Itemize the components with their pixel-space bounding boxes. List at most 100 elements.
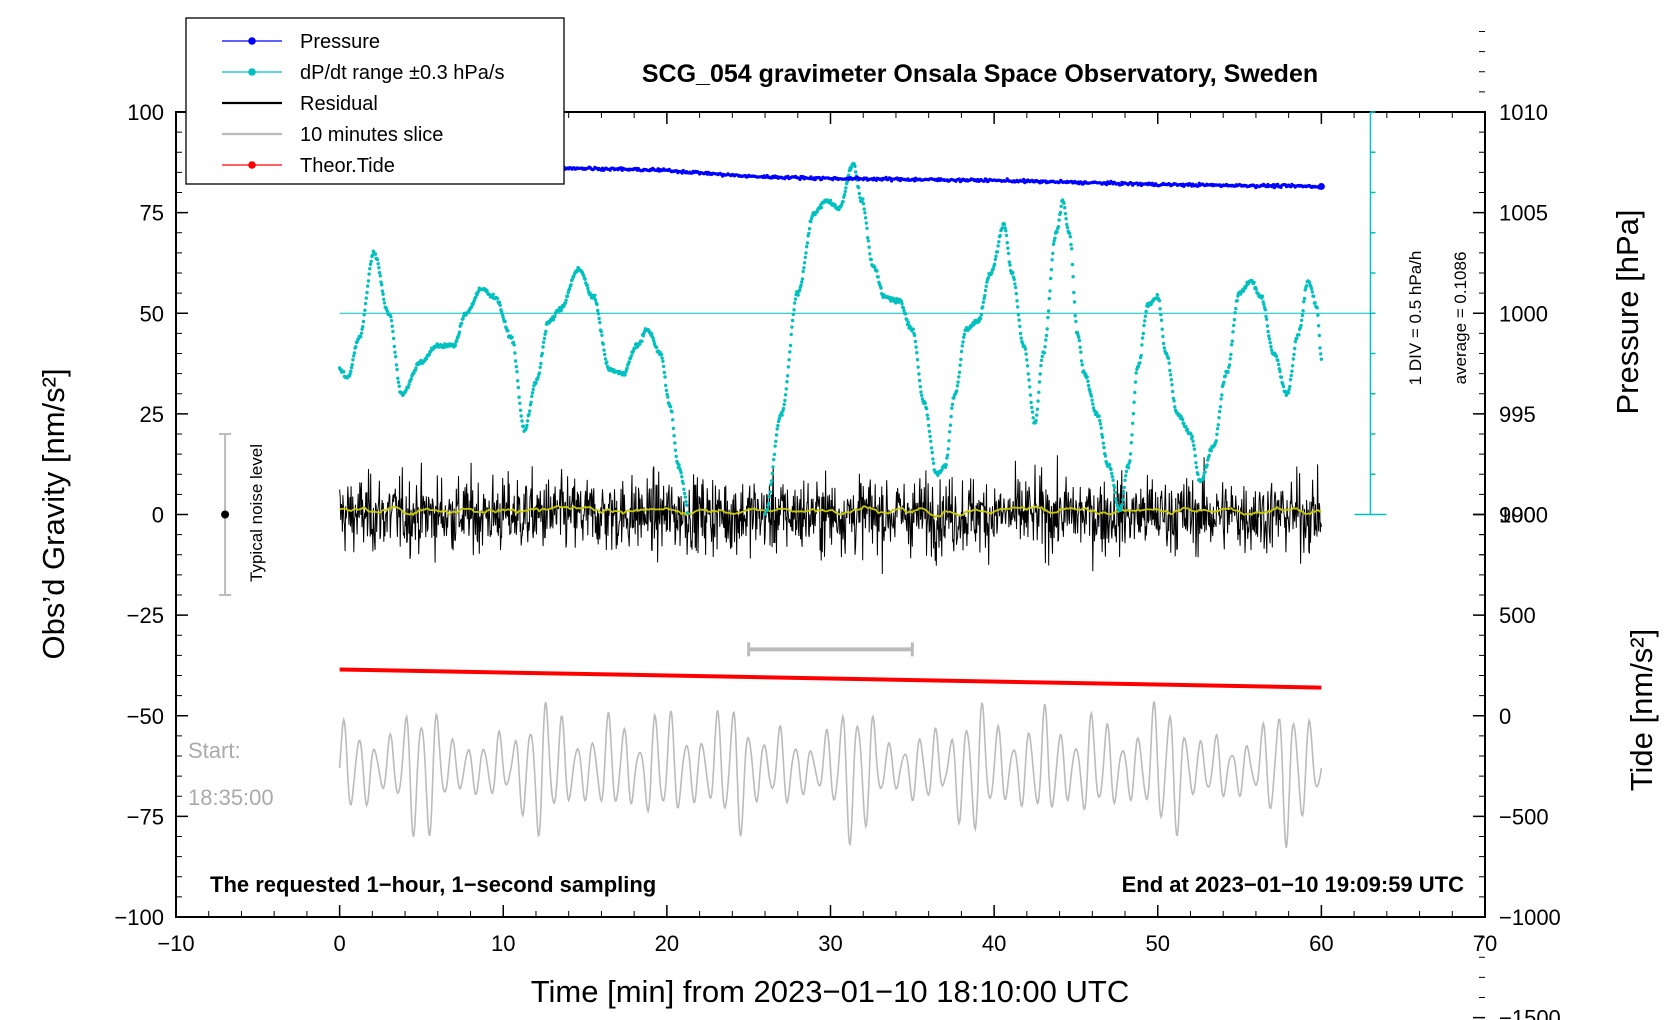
dpdt-point: [1196, 473, 1199, 476]
dpdt-point: [377, 266, 380, 269]
dpdt-point: [1191, 435, 1194, 438]
dpdt-point: [787, 365, 790, 368]
dpdt-point: [1265, 318, 1268, 321]
dpdt-point: [1071, 275, 1074, 278]
pressure-tick-label: 1010: [1499, 100, 1548, 125]
dpdt-point: [1135, 371, 1138, 374]
dpdt-point: [1090, 399, 1093, 402]
dpdt-point: [1051, 252, 1054, 255]
dpdt-point: [1087, 384, 1090, 387]
dpdt-point: [604, 357, 607, 360]
dpdt-point: [919, 390, 922, 393]
tide-tick-label: −1500: [1499, 1006, 1561, 1020]
y-tick-label: −75: [127, 804, 164, 829]
dpdt-point: [993, 263, 996, 266]
dpdt-point: [1018, 325, 1021, 328]
dpdt-point: [768, 495, 771, 498]
dpdt-point: [398, 385, 401, 388]
dpdt-point: [1132, 401, 1135, 404]
dpdt-point: [496, 297, 499, 300]
legend-label: Theor.Tide: [300, 155, 395, 177]
dpdt-point: [1297, 333, 1300, 336]
dpdt-point: [666, 395, 669, 398]
dpdt-point: [806, 241, 809, 244]
dpdt-point: [805, 245, 808, 248]
dpdt-point: [867, 246, 870, 249]
dpdt-point: [1168, 361, 1171, 364]
dpdt-point: [1029, 401, 1032, 404]
noise-level-center: [221, 511, 229, 519]
dpdt-point: [351, 358, 354, 361]
dpdt-point: [1101, 436, 1104, 439]
dpdt-point: [379, 274, 382, 277]
dpdt-point: [904, 312, 907, 315]
dpdt-point: [1062, 202, 1065, 205]
dpdt-point: [783, 399, 786, 402]
dpdt-point: [1129, 452, 1132, 455]
tide-layer: [340, 669, 1322, 687]
dpdt-point: [1262, 303, 1265, 306]
dpdt-point: [915, 351, 918, 354]
dpdt-point: [1264, 308, 1267, 311]
dpdt-point: [1020, 336, 1023, 339]
dpdt-point: [1233, 311, 1236, 314]
dpdt-point: [425, 357, 428, 360]
dpdt-point: [1077, 336, 1080, 339]
dpdt-point: [1217, 423, 1220, 426]
dpdt-point: [987, 276, 990, 279]
dpdt-point: [1194, 454, 1197, 457]
dpdt-point: [378, 271, 381, 274]
dpdt-point: [1172, 399, 1175, 402]
dpdt-point: [665, 389, 668, 392]
dpdt-point: [950, 407, 953, 410]
dpdt-point: [1071, 263, 1074, 266]
dpdt-point: [682, 488, 685, 491]
dpdt-point: [788, 350, 791, 353]
x-tick-label: 0: [334, 931, 346, 956]
dpdt-point: [1218, 410, 1221, 413]
dpdt-point: [342, 370, 345, 373]
dpdt-point: [955, 389, 958, 392]
legend: PressuredP/dt range ±0.3 hPa/sResidual10…: [186, 18, 564, 184]
dpdt-point: [996, 244, 999, 247]
dpdt-point: [914, 345, 917, 348]
dpdt-point: [638, 342, 641, 345]
dpdt-point: [410, 377, 413, 380]
dpdt-point: [776, 427, 779, 430]
dpdt-point: [961, 340, 964, 343]
dpdt-point: [1039, 364, 1042, 367]
dpdt-point: [1291, 364, 1294, 367]
dpdt-point: [365, 296, 368, 299]
dpdt-point: [925, 407, 928, 410]
dpdt-point: [786, 374, 789, 377]
dpdt-point: [1053, 237, 1056, 240]
dpdt-point: [1016, 305, 1019, 308]
dpdt-point: [1287, 391, 1290, 394]
dpdt-point: [663, 375, 666, 378]
dpdt-point: [598, 321, 601, 324]
dpdt-point: [673, 441, 676, 444]
dpdt-point: [544, 330, 547, 333]
dpdt-point: [1024, 347, 1027, 350]
dpdt-point: [1059, 211, 1062, 214]
dpdt-point: [595, 303, 598, 306]
dpdt-point: [949, 415, 952, 418]
dpdt-point: [684, 495, 687, 498]
dpdt-point: [1099, 422, 1102, 425]
dpdt-point: [1017, 313, 1020, 316]
dpdt-point: [1299, 324, 1302, 327]
dpdt-point: [1158, 299, 1161, 302]
dpdt-point: [800, 280, 803, 283]
dpdt-point: [1295, 337, 1298, 340]
dpdt-point: [1070, 247, 1073, 250]
dpdt-point: [1114, 497, 1117, 500]
dpdt-point: [1276, 359, 1279, 362]
dpdt-point: [407, 383, 410, 386]
dpdt-point: [798, 289, 801, 292]
dpdt-point: [1268, 337, 1271, 340]
dpdt-point: [1079, 350, 1082, 353]
dpdt-point: [1142, 324, 1145, 327]
dpdt-point: [625, 366, 628, 369]
dpdt-point: [414, 366, 417, 369]
dpdt-point: [930, 446, 933, 449]
